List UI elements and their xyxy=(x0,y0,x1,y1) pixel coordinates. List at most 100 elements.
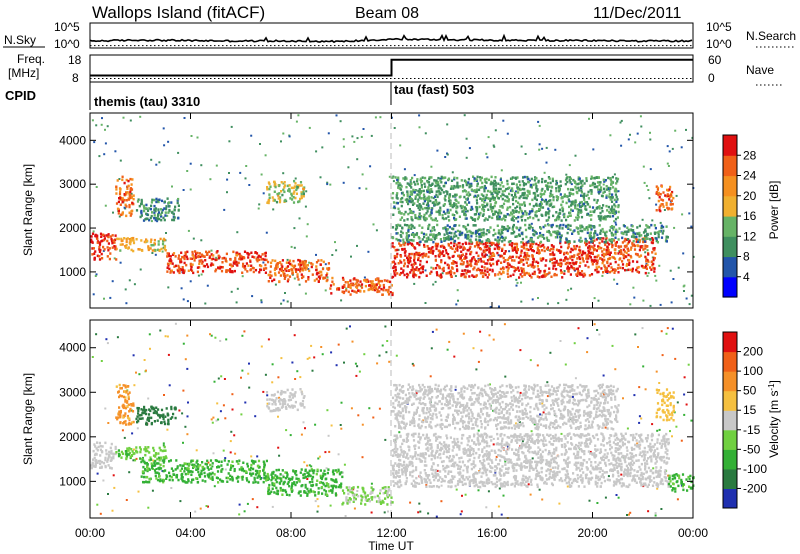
heatmap-cell xyxy=(682,252,685,255)
heatmap-cell xyxy=(582,275,585,278)
heatmap-cell xyxy=(676,498,679,501)
date-label: 11/Dec/2011 xyxy=(593,5,681,22)
heatmap-cell xyxy=(597,176,600,179)
heatmap-cell xyxy=(198,473,201,477)
heatmap-cell xyxy=(297,114,300,117)
heatmap-cell xyxy=(211,465,214,468)
heatmap-cell xyxy=(148,478,151,481)
heatmap-cell xyxy=(324,289,327,292)
heatmap-cell xyxy=(528,227,531,230)
heatmap-cell xyxy=(164,335,167,338)
beam-label: Beam 08 xyxy=(355,5,419,22)
heatmap-cell xyxy=(442,204,445,207)
noise-right-tick-bottom: 10^0 xyxy=(706,37,732,51)
heatmap-cell xyxy=(135,457,138,460)
heatmap-cell xyxy=(616,282,619,285)
heatmap-cell xyxy=(506,258,509,262)
heatmap-cell xyxy=(248,468,251,471)
heatmap-cell xyxy=(608,257,611,260)
heatmap-cell xyxy=(486,229,489,232)
heatmap-cell xyxy=(147,397,150,400)
heatmap-cell xyxy=(605,204,608,208)
heatmap-cell xyxy=(477,260,480,263)
heatmap-cell xyxy=(280,357,283,360)
heatmap-cell xyxy=(156,217,160,221)
heatmap-cell xyxy=(659,209,662,213)
heatmap-cell xyxy=(408,242,412,245)
heatmap-cell xyxy=(506,229,509,233)
heatmap-cell xyxy=(428,176,431,179)
heatmap-cell xyxy=(99,444,102,448)
heatmap-cell xyxy=(608,238,611,241)
heatmap-cell xyxy=(607,205,610,209)
heatmap-cell xyxy=(498,246,501,249)
heatmap-cell xyxy=(620,473,623,476)
heatmap-cell xyxy=(314,423,317,426)
heatmap-cell xyxy=(564,225,568,228)
heatmap-cell xyxy=(151,466,154,470)
heatmap-cell xyxy=(486,196,489,200)
heatmap-cell xyxy=(500,211,503,215)
heatmap-cell xyxy=(342,181,345,184)
heatmap-cell xyxy=(611,244,614,247)
heatmap-cell xyxy=(470,240,473,244)
heatmap-cell xyxy=(615,223,618,226)
heatmap-cell xyxy=(610,180,613,184)
heatmap-cell xyxy=(577,212,580,216)
heatmap-cell xyxy=(501,231,504,235)
heatmap-cell xyxy=(171,253,175,256)
heatmap-cell xyxy=(184,472,187,476)
heatmap-cell xyxy=(543,272,546,275)
heatmap-cell xyxy=(554,219,557,222)
heatmap-cell xyxy=(623,250,626,253)
heatmap-cell xyxy=(579,229,582,233)
heatmap-cell xyxy=(515,242,518,246)
heatmap-cell xyxy=(130,237,133,240)
heatmap-cell xyxy=(385,351,388,354)
heatmap-cell xyxy=(591,263,594,266)
heatmap-cell xyxy=(511,198,514,201)
heatmap-cell xyxy=(397,223,400,227)
heatmap-cell xyxy=(295,188,298,192)
heatmap-cell xyxy=(240,255,243,258)
heatmap-cell xyxy=(295,270,298,273)
heatmap-cell xyxy=(395,255,398,258)
heatmap-cell xyxy=(450,241,453,245)
heatmap-cell xyxy=(158,459,161,462)
heatmap-cell xyxy=(147,246,150,250)
heatmap-cell xyxy=(94,235,98,238)
heatmap-cell xyxy=(576,227,579,230)
heatmap-cell xyxy=(277,271,281,274)
heatmap-cell xyxy=(649,304,652,307)
heatmap-cell xyxy=(350,407,353,410)
heatmap-cell xyxy=(512,211,515,214)
heatmap-cell xyxy=(538,488,541,491)
heatmap-cell xyxy=(423,243,426,247)
heatmap-cell xyxy=(487,490,490,493)
heatmap-cell xyxy=(369,284,372,287)
heatmap-cell xyxy=(129,177,132,181)
heatmap-cell xyxy=(473,218,476,221)
power-cbar-segment xyxy=(723,135,737,156)
heatmap-cell xyxy=(430,176,433,179)
heatmap-cell xyxy=(427,512,430,515)
heatmap-cell xyxy=(619,245,623,248)
heatmap-cell xyxy=(611,196,614,199)
heatmap-cell xyxy=(613,173,616,176)
heatmap-cell xyxy=(580,200,583,204)
heatmap-cell xyxy=(280,266,283,270)
heatmap-cell xyxy=(193,259,196,262)
heatmap-cell xyxy=(557,215,560,218)
heatmap-cell xyxy=(464,201,467,204)
power-ylabel: Slant Range [km] xyxy=(21,164,35,256)
heatmap-cell xyxy=(644,264,648,268)
heatmap-cell xyxy=(437,233,440,236)
heatmap-cell xyxy=(588,251,591,255)
heatmap-cell xyxy=(383,511,386,514)
heatmap-cell xyxy=(396,252,399,256)
heatmap-cell xyxy=(601,258,604,261)
heatmap-cell xyxy=(177,151,180,154)
heatmap-cell xyxy=(514,193,517,197)
heatmap-cell xyxy=(116,207,120,211)
heatmap-cell xyxy=(503,189,506,193)
